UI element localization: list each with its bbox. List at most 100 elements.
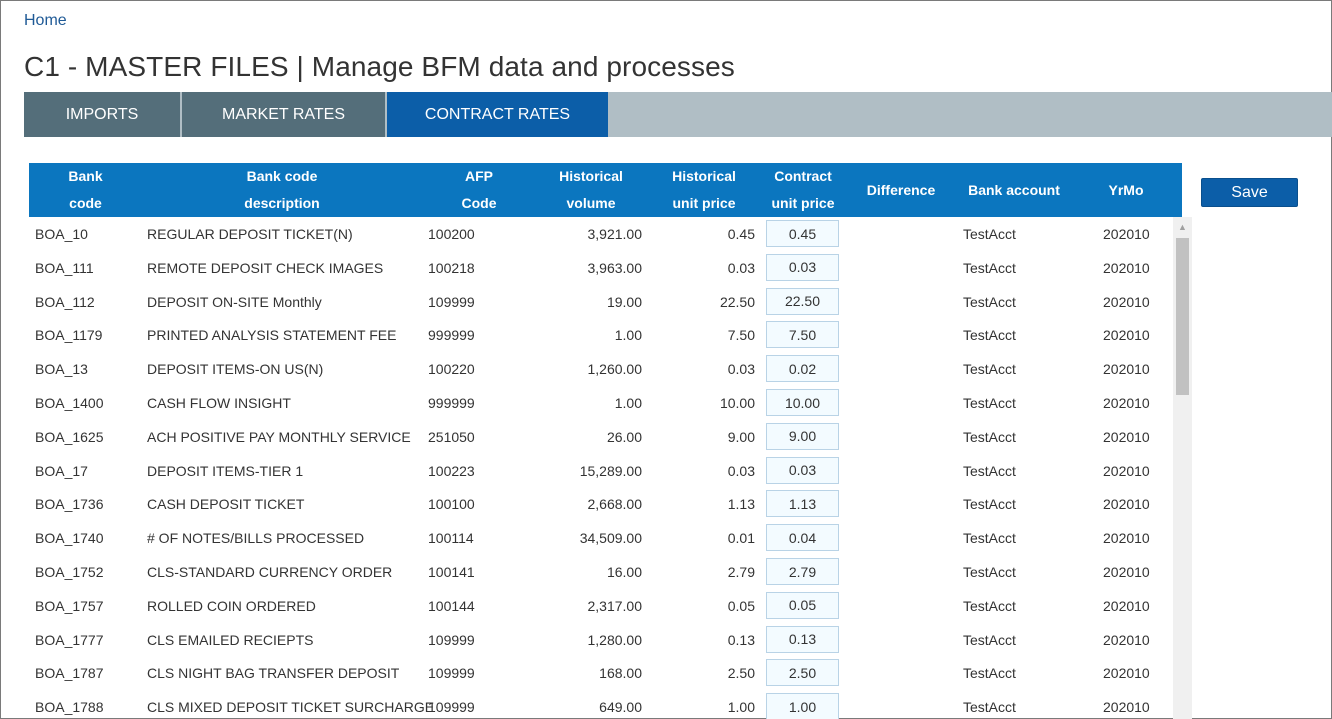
header-historical-unit-price[interactable]: Historical unit price [660, 163, 748, 217]
cell-difference [849, 521, 949, 555]
cell-yrmo: 202010 [1103, 226, 1150, 242]
tab-bar: IMPORTS MARKET RATES CONTRACT RATES [24, 92, 1332, 137]
table-row[interactable]: BOA_1736 CASH DEPOSIT TICKET 100100 2,668.0… [29, 487, 1182, 521]
header-yrmo-line1: YrMo [1108, 181, 1144, 198]
contract-unit-price-input[interactable] [766, 220, 839, 247]
contract-unit-price-input[interactable] [766, 253, 839, 281]
table-row[interactable]: BOA_1400 CASH FLOW INSIGHT 999999 1.00 10.00… [29, 386, 1182, 420]
header-description[interactable]: Bank code description [209, 163, 355, 217]
cell-bank-account: TestAcct [963, 462, 1016, 479]
cell-historical-volume: 19.00 [606, 293, 642, 310]
cell-yrmo: 202010 [1103, 699, 1150, 716]
table-row[interactable]: BOA_1788 CLS MIXED DEPOSIT TICKET SURCHAR… [29, 690, 1182, 719]
contract-unit-price-input[interactable] [766, 355, 839, 383]
table-row[interactable]: BOA_112 DEPOSIT ON-SITE Monthly 109999 19.0… [29, 285, 1182, 319]
cell-bank-code: BOA_10 [35, 226, 88, 242]
cell-bank-account: TestAcct [963, 631, 1016, 648]
contract-unit-price-input[interactable] [766, 422, 839, 450]
cell-historical-volume: 34,509.00 [579, 530, 642, 547]
header-description-line2: description [244, 195, 320, 211]
table-row[interactable]: BOA_1740 # OF NOTES/BILLS PROCESSED 100114… [29, 521, 1182, 555]
cell-historical-unit-price: 10.00 [719, 395, 755, 411]
cell-bank-account: TestAcct [963, 259, 1016, 276]
cell-description: # OF NOTES/BILLS PROCESSED [147, 530, 365, 547]
header-bank-code[interactable]: Bank code [49, 163, 122, 217]
cell-description: CLS EMAILED RECIEPTS [147, 631, 314, 648]
breadcrumb-home[interactable]: Home [24, 12, 67, 29]
contract-unit-price-input[interactable] [766, 625, 839, 653]
table-row[interactable]: BOA_13 DEPOSIT ITEMS-ON US(N) 100220 1,260.… [29, 352, 1182, 386]
table-row[interactable]: BOA_17 DEPOSIT ITEMS-TIER 1 100223 15,289.0… [29, 454, 1182, 488]
cell-historical-unit-price: 0.01 [727, 530, 755, 547]
table-row[interactable]: BOA_1625 ACH POSITIVE PAY MONTHLY SERVICE… [29, 420, 1182, 454]
cell-description: DEPOSIT ON-SITE Monthly [147, 293, 322, 310]
header-historical-volume-line1: Historical [559, 168, 623, 184]
contract-unit-price-input[interactable] [766, 659, 839, 687]
contract-unit-price-input[interactable] [766, 321, 839, 349]
contract-unit-price-input[interactable] [766, 456, 839, 484]
table-row[interactable]: BOA_1757 ROLLED COIN ORDERED 100144 2,317.0… [29, 589, 1182, 623]
cell-description: DEPOSIT ITEMS-ON US(N) [147, 361, 324, 378]
cell-difference [849, 386, 949, 420]
cell-bank-code: BOA_1179 [35, 327, 103, 344]
cell-difference [849, 217, 949, 251]
contract-unit-price-input[interactable] [766, 490, 839, 518]
cell-historical-unit-price: 0.03 [727, 361, 755, 378]
cell-description: CLS-STANDARD CURRENCY ORDER [147, 564, 393, 580]
vertical-scrollbar[interactable]: ▲ [1173, 217, 1192, 719]
cell-difference [849, 555, 949, 589]
contract-unit-price-input[interactable] [766, 389, 839, 416]
contract-rates-grid: Bank code Bank code description AFP Code… [29, 163, 1182, 719]
contract-unit-price-input[interactable] [766, 287, 839, 315]
grid-body: BOA_10 REGULAR DEPOSIT TICKET(N) 100200 3,9… [29, 217, 1182, 719]
header-afp-code-line1: AFP [465, 168, 493, 184]
cell-bank-code: BOA_1625 [35, 428, 104, 445]
cell-yrmo: 202010 [1103, 665, 1150, 682]
cell-description: ACH POSITIVE PAY MONTHLY SERVICE [147, 428, 411, 445]
tab-imports[interactable]: IMPORTS [24, 92, 180, 137]
cell-difference [849, 487, 949, 521]
table-row[interactable]: BOA_10 REGULAR DEPOSIT TICKET(N) 100200 3,9… [29, 217, 1182, 251]
scrollbar-thumb[interactable] [1176, 238, 1189, 395]
table-row[interactable]: BOA_1777 CLS EMAILED RECIEPTS 109999 1,280.… [29, 623, 1182, 657]
contract-unit-price-input[interactable] [766, 558, 839, 585]
cell-yrmo: 202010 [1103, 259, 1150, 276]
table-row[interactable]: BOA_1179 PRINTED ANALYSIS STATEMENT FEE 99… [29, 318, 1182, 352]
header-yrmo[interactable]: YrMo [1099, 163, 1153, 217]
cell-description: DEPOSIT ITEMS-TIER 1 [147, 462, 304, 479]
cell-historical-volume: 2,317.00 [587, 597, 643, 614]
cell-historical-volume: 1.00 [614, 327, 642, 344]
cell-historical-volume: 3,963.00 [587, 259, 643, 276]
table-row[interactable]: BOA_1752 CLS-STANDARD CURRENCY ORDER 10014… [29, 555, 1182, 589]
header-afp-code[interactable]: AFP Code [445, 163, 513, 217]
cell-bank-account: TestAcct [963, 428, 1016, 445]
header-historical-volume[interactable]: Historical volume [545, 163, 637, 217]
cell-difference [849, 285, 949, 319]
save-button[interactable]: Save [1201, 178, 1298, 207]
cell-afp-code: 999999 [428, 327, 475, 344]
cell-historical-unit-price: 0.03 [727, 259, 755, 276]
cell-description: CLS NIGHT BAG TRANSFER DEPOSIT [147, 665, 400, 682]
table-row[interactable]: BOA_1787 CLS NIGHT BAG TRANSFER DEPOSIT 10… [29, 656, 1182, 690]
cell-historical-unit-price: 1.00 [727, 699, 755, 716]
contract-unit-price-input[interactable] [766, 591, 839, 619]
header-bank-account[interactable]: Bank account [959, 163, 1069, 217]
cell-afp-code: 109999 [428, 293, 475, 310]
triangle-up-icon[interactable]: ▲ [1178, 222, 1187, 232]
cell-difference [849, 318, 949, 352]
header-difference[interactable]: Difference [853, 163, 949, 217]
cell-bank-code: BOA_1736 [35, 496, 104, 513]
cell-bank-code: BOA_1787 [35, 665, 104, 682]
tab-contract-rates[interactable]: CONTRACT RATES [387, 92, 608, 137]
cell-description: CLS MIXED DEPOSIT TICKET SURCHARGE [147, 699, 435, 716]
header-contract-unit-price-line1: Contract [774, 168, 832, 184]
tab-market-rates[interactable]: MARKET RATES [182, 92, 385, 137]
contract-unit-price-input[interactable] [766, 524, 839, 552]
cell-yrmo: 202010 [1103, 293, 1150, 310]
header-contract-unit-price[interactable]: Contract unit price [759, 163, 847, 217]
cell-difference [849, 656, 949, 690]
cell-historical-volume: 15,289.00 [579, 462, 642, 479]
table-row[interactable]: BOA_111 REMOTE DEPOSIT CHECK IMAGES 100218… [29, 251, 1182, 285]
contract-unit-price-input[interactable] [766, 693, 839, 719]
cell-historical-unit-price: 0.03 [727, 462, 755, 479]
